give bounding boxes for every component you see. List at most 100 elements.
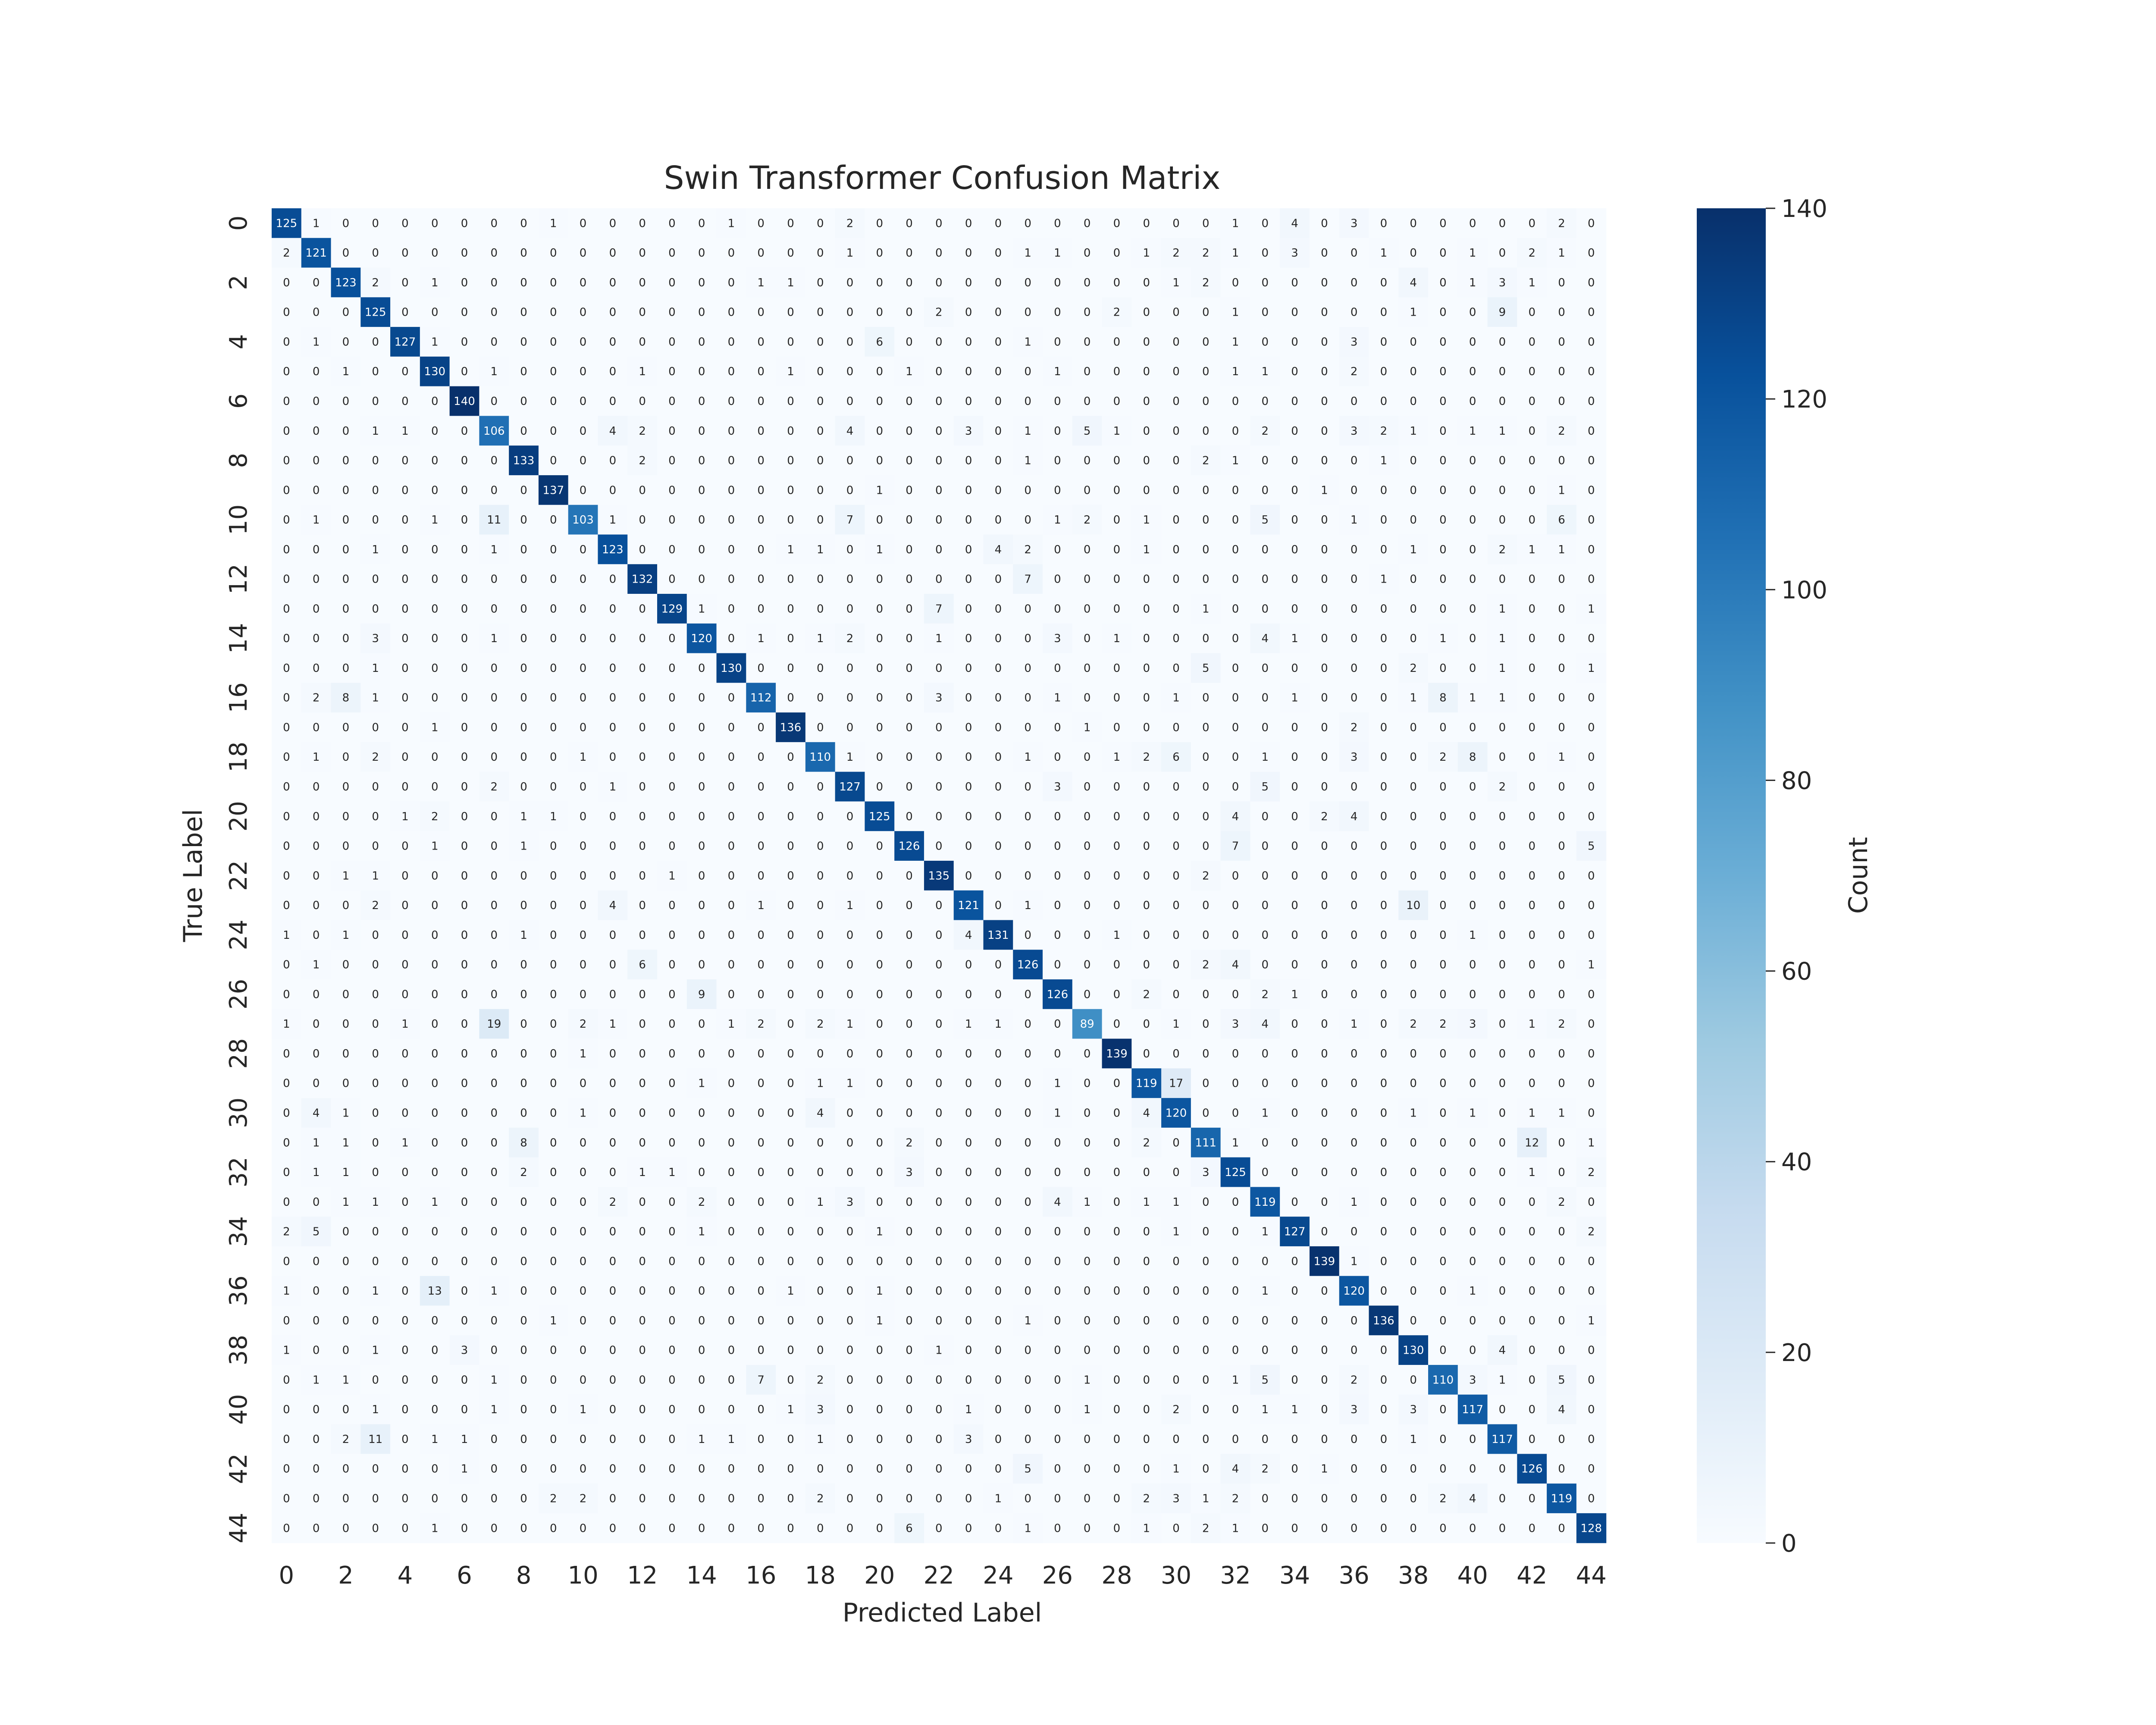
heatmap-cell <box>1013 297 1043 327</box>
cell-value-label: 137 <box>542 484 564 497</box>
cell-value-label: 0 <box>1528 751 1536 764</box>
cell-value-label: 0 <box>1380 602 1388 615</box>
cell-value-label: 1 <box>609 514 617 527</box>
cell-value-label: 0 <box>995 276 1002 289</box>
cell-value-label: 0 <box>817 306 824 319</box>
heatmap-cell <box>1487 238 1517 268</box>
cell-value-label: 0 <box>639 1255 646 1268</box>
heatmap-cell <box>272 356 302 387</box>
cell-value-label: 0 <box>906 781 913 794</box>
heatmap-cell <box>746 267 776 298</box>
cell-value-label: 0 <box>461 1255 468 1268</box>
heatmap-cell <box>301 327 332 357</box>
heatmap-cell <box>479 208 509 238</box>
cell-value-label: 0 <box>728 484 735 497</box>
heatmap-cell <box>716 297 746 327</box>
cell-value-label: 0 <box>1084 1285 1091 1298</box>
cell-value-label: 0 <box>1054 929 1061 942</box>
cell-value-label: 0 <box>1024 1107 1031 1120</box>
heatmap-cell <box>1220 356 1251 387</box>
cell-value-label: 0 <box>1351 1522 1358 1535</box>
cell-value-label: 1 <box>1172 1463 1180 1476</box>
cell-value-label: 0 <box>520 1433 527 1446</box>
cell-value-label: 0 <box>1321 306 1328 319</box>
cell-value-label: 0 <box>728 1344 735 1357</box>
cell-value-label: 0 <box>698 1285 705 1298</box>
cell-value-label: 1 <box>490 632 498 645</box>
cell-value-label: 0 <box>668 425 676 438</box>
heatmap-cell <box>1398 267 1429 298</box>
cell-value-label: 0 <box>401 1196 409 1209</box>
x-tick-label: 6 <box>457 1562 472 1590</box>
cell-value-label: 0 <box>1113 1226 1121 1239</box>
heatmap-cell <box>1161 445 1191 476</box>
heatmap-cell <box>835 208 865 238</box>
cell-value-label: 0 <box>1469 1166 1476 1179</box>
cell-value-label: 0 <box>846 365 854 378</box>
heatmap-cell <box>776 416 806 446</box>
cell-value-label: 0 <box>876 899 884 912</box>
heatmap-cell <box>1250 356 1280 387</box>
cell-value-label: 0 <box>1113 1255 1121 1268</box>
cell-value-label: 0 <box>995 1344 1002 1357</box>
cell-value-label: 0 <box>1380 988 1388 1001</box>
cell-value-label: 0 <box>1588 1433 1595 1446</box>
cell-value-label: 0 <box>1410 1226 1417 1239</box>
cell-value-label: 1 <box>431 840 439 853</box>
cell-value-label: 0 <box>1202 217 1210 230</box>
heatmap-cell <box>1369 208 1399 238</box>
cell-value-label: 0 <box>817 988 824 1001</box>
cell-value-label: 0 <box>846 810 854 823</box>
cell-value-label: 0 <box>906 929 913 942</box>
cell-value-label: 0 <box>1469 336 1476 348</box>
cell-value-label: 5 <box>313 1226 320 1239</box>
cell-value-label: 0 <box>1410 573 1417 586</box>
heatmap-cell <box>331 386 361 416</box>
cell-value-label: 0 <box>935 1433 943 1446</box>
cell-value-label: 0 <box>965 810 972 823</box>
cell-value-label: 0 <box>313 1463 320 1476</box>
cell-value-label: 0 <box>1113 217 1121 230</box>
heatmap-cell <box>746 297 776 327</box>
cell-value-label: 1 <box>817 632 824 645</box>
cell-value-label: 0 <box>1172 1166 1180 1179</box>
cell-value-label: 0 <box>520 425 527 438</box>
y-tick-label: 32 <box>225 1157 253 1187</box>
cell-value-label: 0 <box>1380 543 1388 556</box>
cell-value-label: 0 <box>757 1344 765 1357</box>
cell-value-label: 0 <box>1054 751 1061 764</box>
cell-value-label: 0 <box>1113 1492 1121 1505</box>
x-axis-ticks: 0 2 4 6 8 10 12 14 16 18 20 22 24 26 28 30 32 34 36 38 40 42 4… <box>279 1562 1607 1590</box>
cell-value-label: 0 <box>401 543 409 556</box>
cell-value-label: 1 <box>1143 1522 1150 1535</box>
cell-value-label: 2 <box>1202 276 1210 289</box>
cell-value-label: 0 <box>283 1463 290 1476</box>
heatmap-cell <box>835 297 865 327</box>
heatmap-cell <box>390 327 420 357</box>
heatmap-cell <box>983 445 1013 476</box>
cell-value-label: 0 <box>757 1403 765 1416</box>
cell-value-label: 1 <box>1558 1107 1565 1120</box>
cell-value-label: 1 <box>1410 1107 1417 1120</box>
cell-value-label: 0 <box>906 1403 913 1416</box>
cell-value-label: 0 <box>1528 1314 1536 1327</box>
cell-value-label: 0 <box>668 1314 676 1327</box>
cell-value-label: 0 <box>1113 1433 1121 1446</box>
cell-value-label: 1 <box>698 602 705 615</box>
cell-value-label: 2 <box>1351 365 1358 378</box>
cell-value-label: 0 <box>757 781 765 794</box>
cell-value-label: 2 <box>520 1166 527 1179</box>
cell-value-label: 0 <box>817 1314 824 1327</box>
cell-value-label: 2 <box>1143 1136 1150 1149</box>
cell-value-label: 0 <box>401 1522 409 1535</box>
heatmap-cell <box>1309 327 1340 357</box>
cell-value-label: 0 <box>698 1136 705 1149</box>
cell-value-label: 0 <box>1410 1285 1417 1298</box>
cell-value-label: 0 <box>639 810 646 823</box>
cell-value-label: 0 <box>283 751 290 764</box>
cell-value-label: 0 <box>609 1048 617 1060</box>
cell-value-label: 0 <box>668 1463 676 1476</box>
cell-value-label: 0 <box>639 1136 646 1149</box>
cell-value-label: 0 <box>1202 365 1210 378</box>
cell-value-label: 2 <box>372 276 379 289</box>
